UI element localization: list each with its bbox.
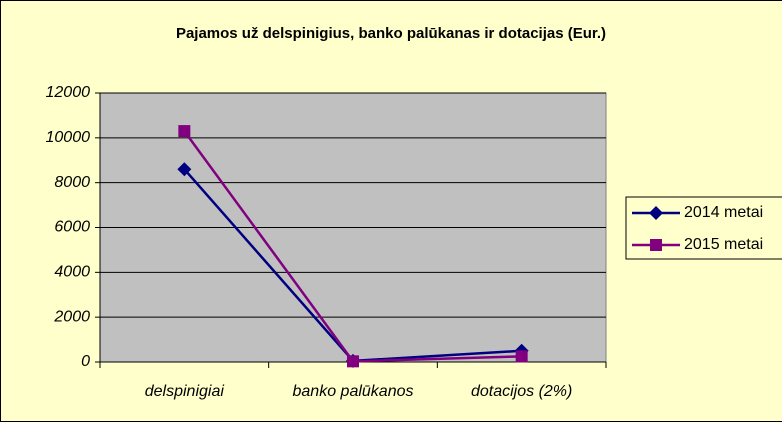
marker: [178, 125, 191, 138]
y-tick-label: 6000: [54, 219, 90, 236]
legend-label: 2014 metai: [684, 204, 763, 221]
marker: [650, 239, 662, 251]
chart-title: Pajamos už delspinigius, banko palūkanas…: [176, 25, 606, 42]
marker: [177, 162, 192, 177]
y-tick-label: 2000: [53, 308, 90, 325]
y-tick-label: 4000: [54, 264, 90, 281]
y-tick-label: 10000: [46, 129, 91, 146]
x-tick-label: banko palūkanos: [293, 383, 414, 400]
x-tick-label: dotacijos (2%): [471, 383, 572, 400]
y-tick-label: 8000: [54, 174, 90, 191]
y-tick-label: 0: [81, 353, 90, 370]
marker: [515, 350, 528, 363]
marker: [347, 355, 359, 368]
y-tick-label: 12000: [46, 84, 91, 101]
x-tick-label: delspinigiai: [145, 383, 225, 400]
marker: [649, 206, 663, 220]
legend-label: 2015 metai: [684, 236, 763, 253]
